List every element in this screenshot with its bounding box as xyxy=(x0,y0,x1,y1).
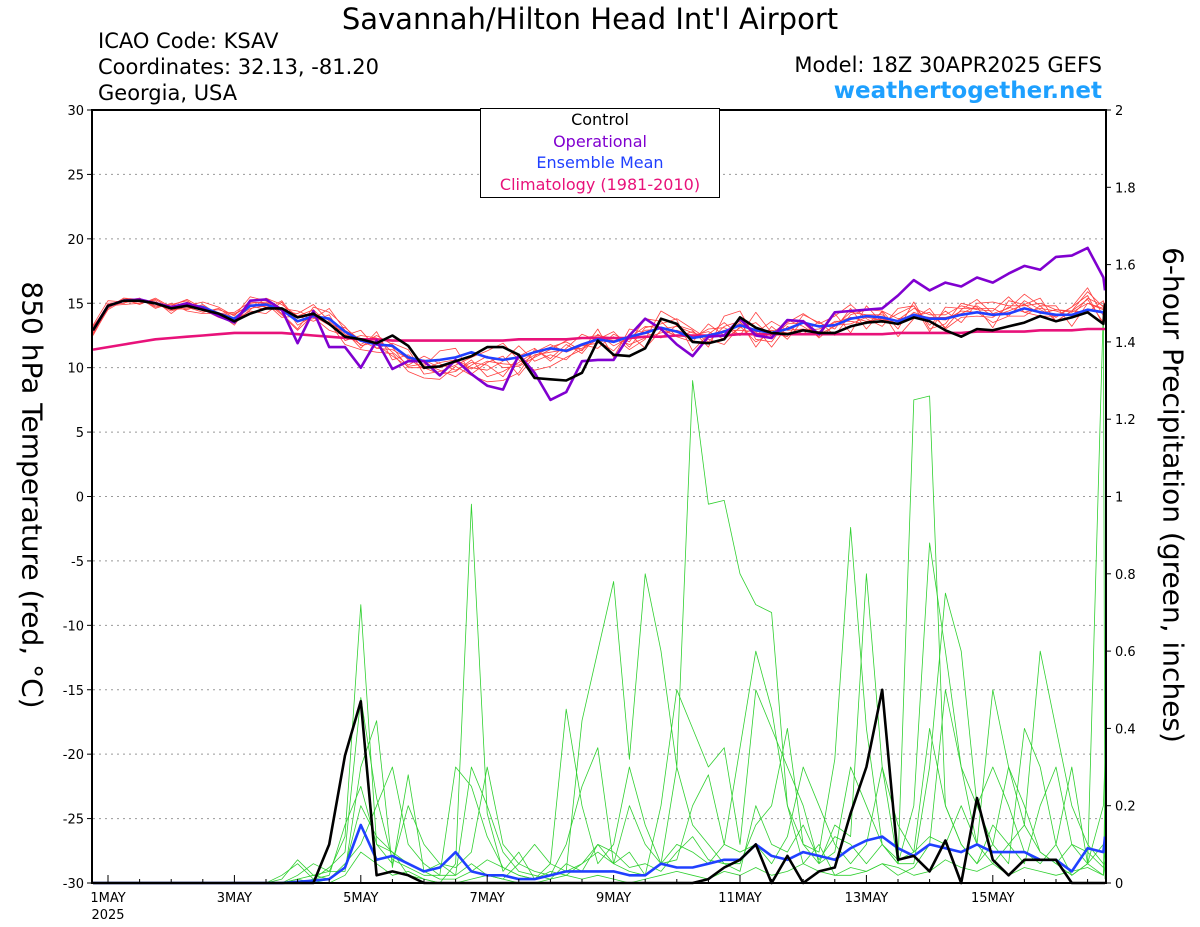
station-info: ICAO Code: KSAV Coordinates: 32.13, -81.… xyxy=(98,28,379,106)
y2-tick-label: 2 xyxy=(1115,104,1123,119)
x-tick-label: 9MAY xyxy=(596,891,631,906)
x-tick-label: 3MAY xyxy=(217,891,252,906)
y-tick-label: -30 xyxy=(63,877,84,892)
y2-tick-label: 0 xyxy=(1115,877,1123,892)
legend: Control Operational Ensemble Mean Climat… xyxy=(480,108,720,198)
ensemble-meanprecip-line xyxy=(93,823,1107,885)
precip-member-line xyxy=(93,542,1105,884)
y2-tick-label: 1.8 xyxy=(1115,181,1136,196)
y-tick-label: -10 xyxy=(63,619,84,634)
axis-ticks: 302520151050-5-10-15-20-25-3021.81.61.41… xyxy=(63,104,1136,923)
y-tick-label: -20 xyxy=(63,748,84,763)
y-tick-label: -25 xyxy=(63,813,84,828)
legend-control: Control xyxy=(571,110,629,129)
legend-ensemble-mean: Ensemble Mean xyxy=(536,153,664,172)
x-tick-label: 5MAY xyxy=(343,891,378,906)
precip-members xyxy=(93,306,1106,884)
y-tick-label: 20 xyxy=(67,233,84,248)
controltemp-line xyxy=(91,299,1107,382)
series-lines xyxy=(91,246,1107,885)
ensemble-meantemp-line xyxy=(91,299,1107,363)
x-tick-label: 13MAY xyxy=(845,891,889,906)
y-tick-label: -15 xyxy=(63,684,84,699)
model-run: Model: 18Z 30APR2025 GEFS xyxy=(794,53,1102,77)
x-tick-label: 15MAY xyxy=(971,891,1015,906)
coordinates: Coordinates: 32.13, -81.20 xyxy=(98,55,379,79)
y2-tick-label: 0.2 xyxy=(1115,800,1136,815)
y-tick-label: 0 xyxy=(76,491,84,506)
region: Georgia, USA xyxy=(98,81,238,105)
y-tick-label: 5 xyxy=(76,426,84,441)
icao-code: ICAO Code: KSAV xyxy=(98,29,279,53)
x-tick-year: 2025 xyxy=(91,908,124,923)
y2-tick-label: 1.6 xyxy=(1115,259,1136,274)
operationaltemp-line xyxy=(91,246,1107,402)
legend-climatology: Climatology (1981-2010) xyxy=(499,174,701,194)
temp-member-line xyxy=(92,297,1106,376)
precip-member-line xyxy=(93,395,1106,884)
y2-tick-label: 0.4 xyxy=(1115,722,1136,737)
y-tick-label: 25 xyxy=(67,168,84,183)
x-tick-label: 11MAY xyxy=(718,891,762,906)
y2-tick-label: 1.4 xyxy=(1115,336,1136,351)
temp-member-line xyxy=(92,291,1106,375)
controlprecip-line xyxy=(93,688,1105,885)
y-tick-label: 15 xyxy=(67,297,84,312)
x-tick-label: 1MAY xyxy=(90,891,125,906)
chart-title: Savannah/Hilton Head Int'l Airport xyxy=(341,2,839,36)
y2-tick-label: 0.8 xyxy=(1115,568,1136,583)
precip-member-line xyxy=(93,851,1106,884)
y2-tick-label: 1 xyxy=(1115,491,1123,506)
x-tick-label: 7MAY xyxy=(470,891,505,906)
y-tick-label: -5 xyxy=(71,555,84,570)
climatology-temp-line xyxy=(92,327,1105,351)
legend-operational: Operational xyxy=(553,131,647,151)
precip-member-line xyxy=(93,306,1106,884)
model-info: Model: 18Z 30APR2025 GEFS weathertogethe… xyxy=(794,52,1102,104)
grid xyxy=(93,173,1105,820)
y2-tick-label: 1.2 xyxy=(1115,413,1136,428)
y-tick-label: 10 xyxy=(67,362,84,377)
site-link[interactable]: weathertogether.net xyxy=(833,78,1102,104)
y2-tick-label: 0.6 xyxy=(1115,645,1136,660)
y-tick-label: 30 xyxy=(67,104,84,119)
